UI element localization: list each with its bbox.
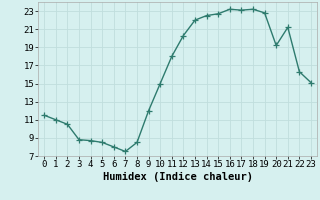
X-axis label: Humidex (Indice chaleur): Humidex (Indice chaleur) (103, 172, 252, 182)
